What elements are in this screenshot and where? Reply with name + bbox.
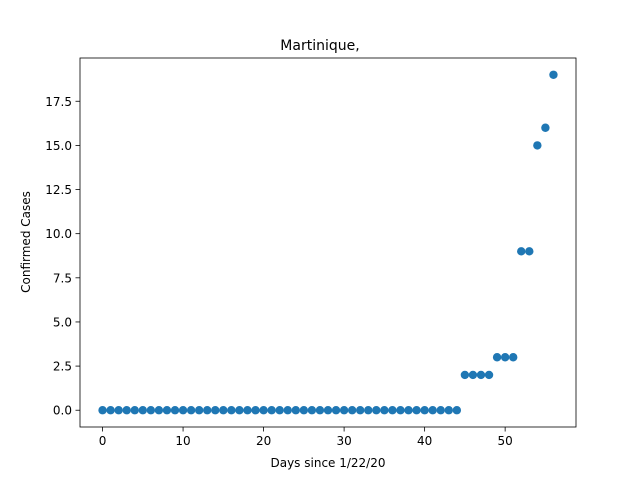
data-point bbox=[154, 406, 164, 415]
data-point bbox=[307, 406, 317, 415]
data-point bbox=[549, 70, 558, 79]
y-tick-label: 15.0 bbox=[45, 139, 72, 153]
data-point bbox=[275, 406, 284, 415]
data-point bbox=[122, 406, 131, 415]
data-point bbox=[404, 406, 413, 415]
data-point bbox=[186, 406, 196, 415]
y-tick-label: 7.5 bbox=[53, 271, 72, 285]
y-tick-label: 10.0 bbox=[45, 227, 72, 241]
data-point bbox=[541, 123, 550, 132]
data-point bbox=[203, 406, 212, 415]
data-point bbox=[211, 406, 220, 415]
data-point bbox=[227, 406, 236, 415]
x-tick-label: 10 bbox=[175, 434, 190, 448]
data-point bbox=[114, 406, 123, 415]
data-point bbox=[347, 406, 357, 415]
x-tick-label: 50 bbox=[498, 434, 513, 448]
x-tick-label: 0 bbox=[99, 434, 107, 448]
data-point bbox=[396, 406, 405, 415]
data-point bbox=[388, 406, 397, 415]
data-point bbox=[484, 370, 494, 380]
y-tick-label: 12.5 bbox=[45, 183, 72, 197]
y-tick-label: 2.5 bbox=[53, 360, 72, 374]
data-point bbox=[339, 406, 349, 415]
data-point bbox=[356, 406, 365, 415]
data-point bbox=[106, 406, 115, 415]
data-point bbox=[436, 406, 445, 415]
data-point bbox=[267, 406, 276, 415]
x-tick-label: 40 bbox=[417, 434, 432, 448]
data-point bbox=[219, 406, 228, 415]
data-point bbox=[243, 406, 252, 415]
plot-area: 0 10 20 30 40 50 0.0 2.5 5.0 7.5 10.0 12.5 15.0 17.5 bbox=[45, 57, 577, 448]
data-point bbox=[194, 406, 204, 415]
chart-title: Martinique, bbox=[280, 38, 359, 54]
x-axis-label: Days since 1/22/20 bbox=[270, 456, 385, 470]
y-axis-label: Confirmed Cases bbox=[19, 191, 33, 293]
data-point bbox=[178, 406, 188, 415]
data-point bbox=[331, 406, 341, 415]
data-point bbox=[372, 406, 381, 415]
data-point bbox=[235, 406, 244, 415]
data-point bbox=[444, 406, 453, 415]
data-point bbox=[428, 406, 437, 415]
data-point bbox=[138, 406, 148, 415]
data-point bbox=[492, 353, 502, 362]
data-point bbox=[525, 247, 534, 256]
data-point bbox=[364, 406, 373, 415]
y-tick-label: 0.0 bbox=[53, 404, 72, 418]
axes-frame bbox=[79, 57, 577, 428]
x-tick-label: 20 bbox=[256, 434, 271, 448]
data-point bbox=[517, 247, 526, 256]
y-tick-label: 17.5 bbox=[45, 95, 72, 109]
data-point bbox=[170, 406, 180, 415]
data-point bbox=[468, 370, 478, 380]
data-point bbox=[259, 406, 268, 415]
y-tick-label: 5.0 bbox=[53, 315, 72, 329]
data-point bbox=[146, 406, 156, 415]
data-point bbox=[380, 406, 389, 415]
data-point bbox=[251, 406, 260, 415]
data-point bbox=[452, 406, 462, 415]
data-point bbox=[508, 353, 518, 362]
data-point bbox=[323, 406, 333, 415]
data-point bbox=[533, 141, 542, 150]
data-point bbox=[420, 406, 429, 415]
data-point bbox=[315, 406, 325, 415]
data-point bbox=[412, 406, 421, 415]
data-point bbox=[130, 406, 139, 415]
data-point bbox=[291, 406, 300, 415]
data-point bbox=[283, 406, 292, 415]
data-point bbox=[162, 406, 172, 415]
data-point bbox=[98, 406, 107, 415]
x-tick-label: 30 bbox=[336, 434, 351, 448]
data-point bbox=[476, 370, 486, 380]
data-point bbox=[460, 370, 470, 380]
data-point bbox=[500, 353, 510, 362]
data-point bbox=[299, 406, 309, 415]
